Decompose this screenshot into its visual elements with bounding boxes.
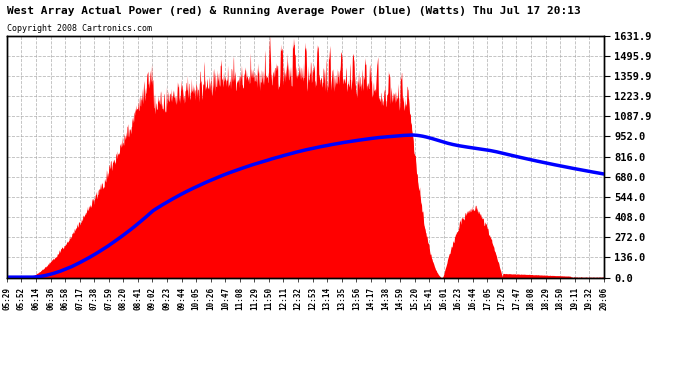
Text: Copyright 2008 Cartronics.com: Copyright 2008 Cartronics.com [7, 24, 152, 33]
Text: West Array Actual Power (red) & Running Average Power (blue) (Watts) Thu Jul 17 : West Array Actual Power (red) & Running … [7, 6, 581, 16]
